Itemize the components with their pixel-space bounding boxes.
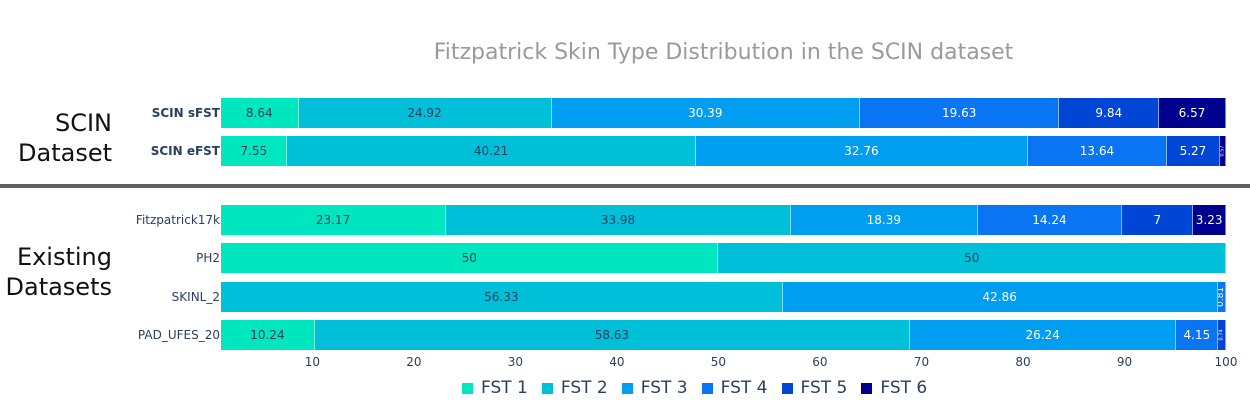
legend-item[interactable]: FST 3	[621, 378, 688, 398]
row-label: Fitzpatrick17k	[135, 213, 220, 227]
data-label: 7	[1153, 213, 1162, 227]
x-tick-label: 40	[609, 355, 625, 369]
legend-label: FST 1	[481, 378, 528, 398]
bar-segment: 0.81	[1217, 282, 1226, 312]
data-label: 58.63	[594, 328, 630, 342]
legend-label: FST 5	[800, 378, 848, 398]
bar-segment: 9.84	[1059, 98, 1160, 128]
bar-segment: 56.33	[221, 282, 783, 312]
data-label: 26.24	[1025, 328, 1060, 342]
legend-swatch	[462, 382, 473, 394]
legend-item[interactable]: FST 5	[781, 378, 848, 398]
group-divider	[0, 184, 1250, 188]
bar-segment: 40.21	[287, 136, 696, 166]
data-label: 8.64	[245, 106, 273, 120]
data-label: 10.24	[250, 328, 285, 342]
data-label: 32.76	[844, 144, 879, 158]
x-tick-label: 100	[1214, 355, 1238, 369]
legend-label: FST 6	[880, 378, 928, 398]
x-tick-label: 70	[913, 355, 930, 369]
data-label: 0.74	[1218, 329, 1225, 341]
data-label: 30.39	[688, 106, 723, 120]
bar-segment: 58.63	[314, 320, 910, 350]
x-tick-label: 30	[507, 355, 524, 369]
row-label: SCIN sFST	[151, 106, 220, 120]
data-label: 0.81	[1217, 286, 1226, 308]
bar-segment: 3.23	[1193, 205, 1226, 235]
x-tick-label: 90	[1116, 355, 1133, 369]
data-label: 18.39	[866, 213, 902, 227]
x-tick-label: 10	[304, 355, 320, 369]
bar-segment: 13.64	[1028, 136, 1167, 166]
data-label: 56.33	[484, 290, 519, 304]
bar-segment: 10.24	[221, 320, 315, 350]
data-label: 19.63	[941, 106, 977, 120]
legend-swatch	[781, 382, 793, 394]
row-label: PAD_UFES_20	[137, 328, 220, 342]
legend-swatch	[861, 382, 873, 394]
bar-segment: 14.24	[977, 205, 1123, 235]
group-label-scin: SCIN Dataset	[18, 109, 112, 167]
bar-segment: 30.39	[551, 98, 861, 128]
data-label: 9.84	[1095, 106, 1123, 120]
chart-title: Fitzpatrick Skin Type Distribution in th…	[433, 40, 1014, 65]
data-label: 50	[964, 251, 980, 265]
legend-swatch	[621, 382, 633, 394]
data-label: 0.57	[1220, 145, 1226, 157]
bar-segment: 5.27	[1166, 136, 1221, 166]
x-tick-label: 60	[812, 355, 828, 369]
legend-label: FST 4	[720, 378, 768, 398]
bar-segment: 4.15	[1176, 320, 1219, 350]
x-tick-label: 80	[1015, 355, 1031, 369]
data-label: 14.24	[1032, 213, 1067, 227]
bar-segment: 18.39	[791, 205, 978, 235]
bar-segment: 23.17	[221, 205, 447, 235]
bar-segment: 8.64	[221, 98, 299, 128]
legend-item[interactable]: FST 2	[541, 378, 608, 398]
legend: FST 1 FST 2 FST 3 FST 4 FST 5 FST 6	[462, 378, 927, 398]
data-label: 13.64	[1079, 144, 1115, 158]
bar-segment: 50	[718, 243, 1226, 273]
data-label: 24.92	[407, 106, 442, 120]
bar-segment: 26.24	[909, 320, 1177, 350]
data-label: 6.57	[1178, 106, 1206, 120]
legend-label: FST 3	[640, 378, 688, 398]
legend-swatch	[701, 382, 713, 394]
data-label: 40.21	[473, 144, 509, 158]
x-tick-label: 50	[710, 355, 727, 369]
data-label: 5.27	[1179, 144, 1207, 158]
legend-item[interactable]: FST 1	[462, 378, 528, 398]
bar-segment: 32.76	[695, 136, 1029, 166]
data-label: 4.15	[1183, 328, 1211, 342]
legend-label: FST 2	[560, 378, 608, 398]
bar-segment: 7	[1122, 205, 1194, 235]
bar-segment: 33.98	[446, 205, 791, 235]
data-label: 7.55	[240, 144, 268, 158]
x-tick-label: 20	[406, 355, 422, 369]
legend-swatch	[541, 382, 553, 394]
bar-segment: 6.57	[1159, 98, 1226, 128]
bar-segment: 42.86	[782, 282, 1218, 312]
data-label: 50	[461, 251, 477, 265]
data-label: 33.98	[600, 213, 636, 227]
data-label: 23.17	[315, 213, 351, 227]
bar-segment: 19.63	[860, 98, 1060, 128]
legend-item[interactable]: FST 6	[861, 378, 927, 398]
data-label: 3.23	[1195, 213, 1223, 227]
row-label: SCIN eFST	[150, 144, 220, 158]
row-label: SKINL_2	[171, 290, 220, 304]
bar-segment: 0.57	[1220, 136, 1226, 166]
legend-item[interactable]: FST 4	[701, 378, 768, 398]
bar-segment: 50	[221, 243, 719, 273]
bar-segment: 0.74	[1218, 320, 1226, 350]
group-label-existing: Existing Datasets	[5, 243, 113, 301]
bar-segment: 24.92	[298, 98, 552, 128]
row-label: PH2	[196, 251, 220, 265]
data-label: 42.86	[982, 290, 1017, 304]
bar-segment: 7.55	[221, 136, 288, 166]
